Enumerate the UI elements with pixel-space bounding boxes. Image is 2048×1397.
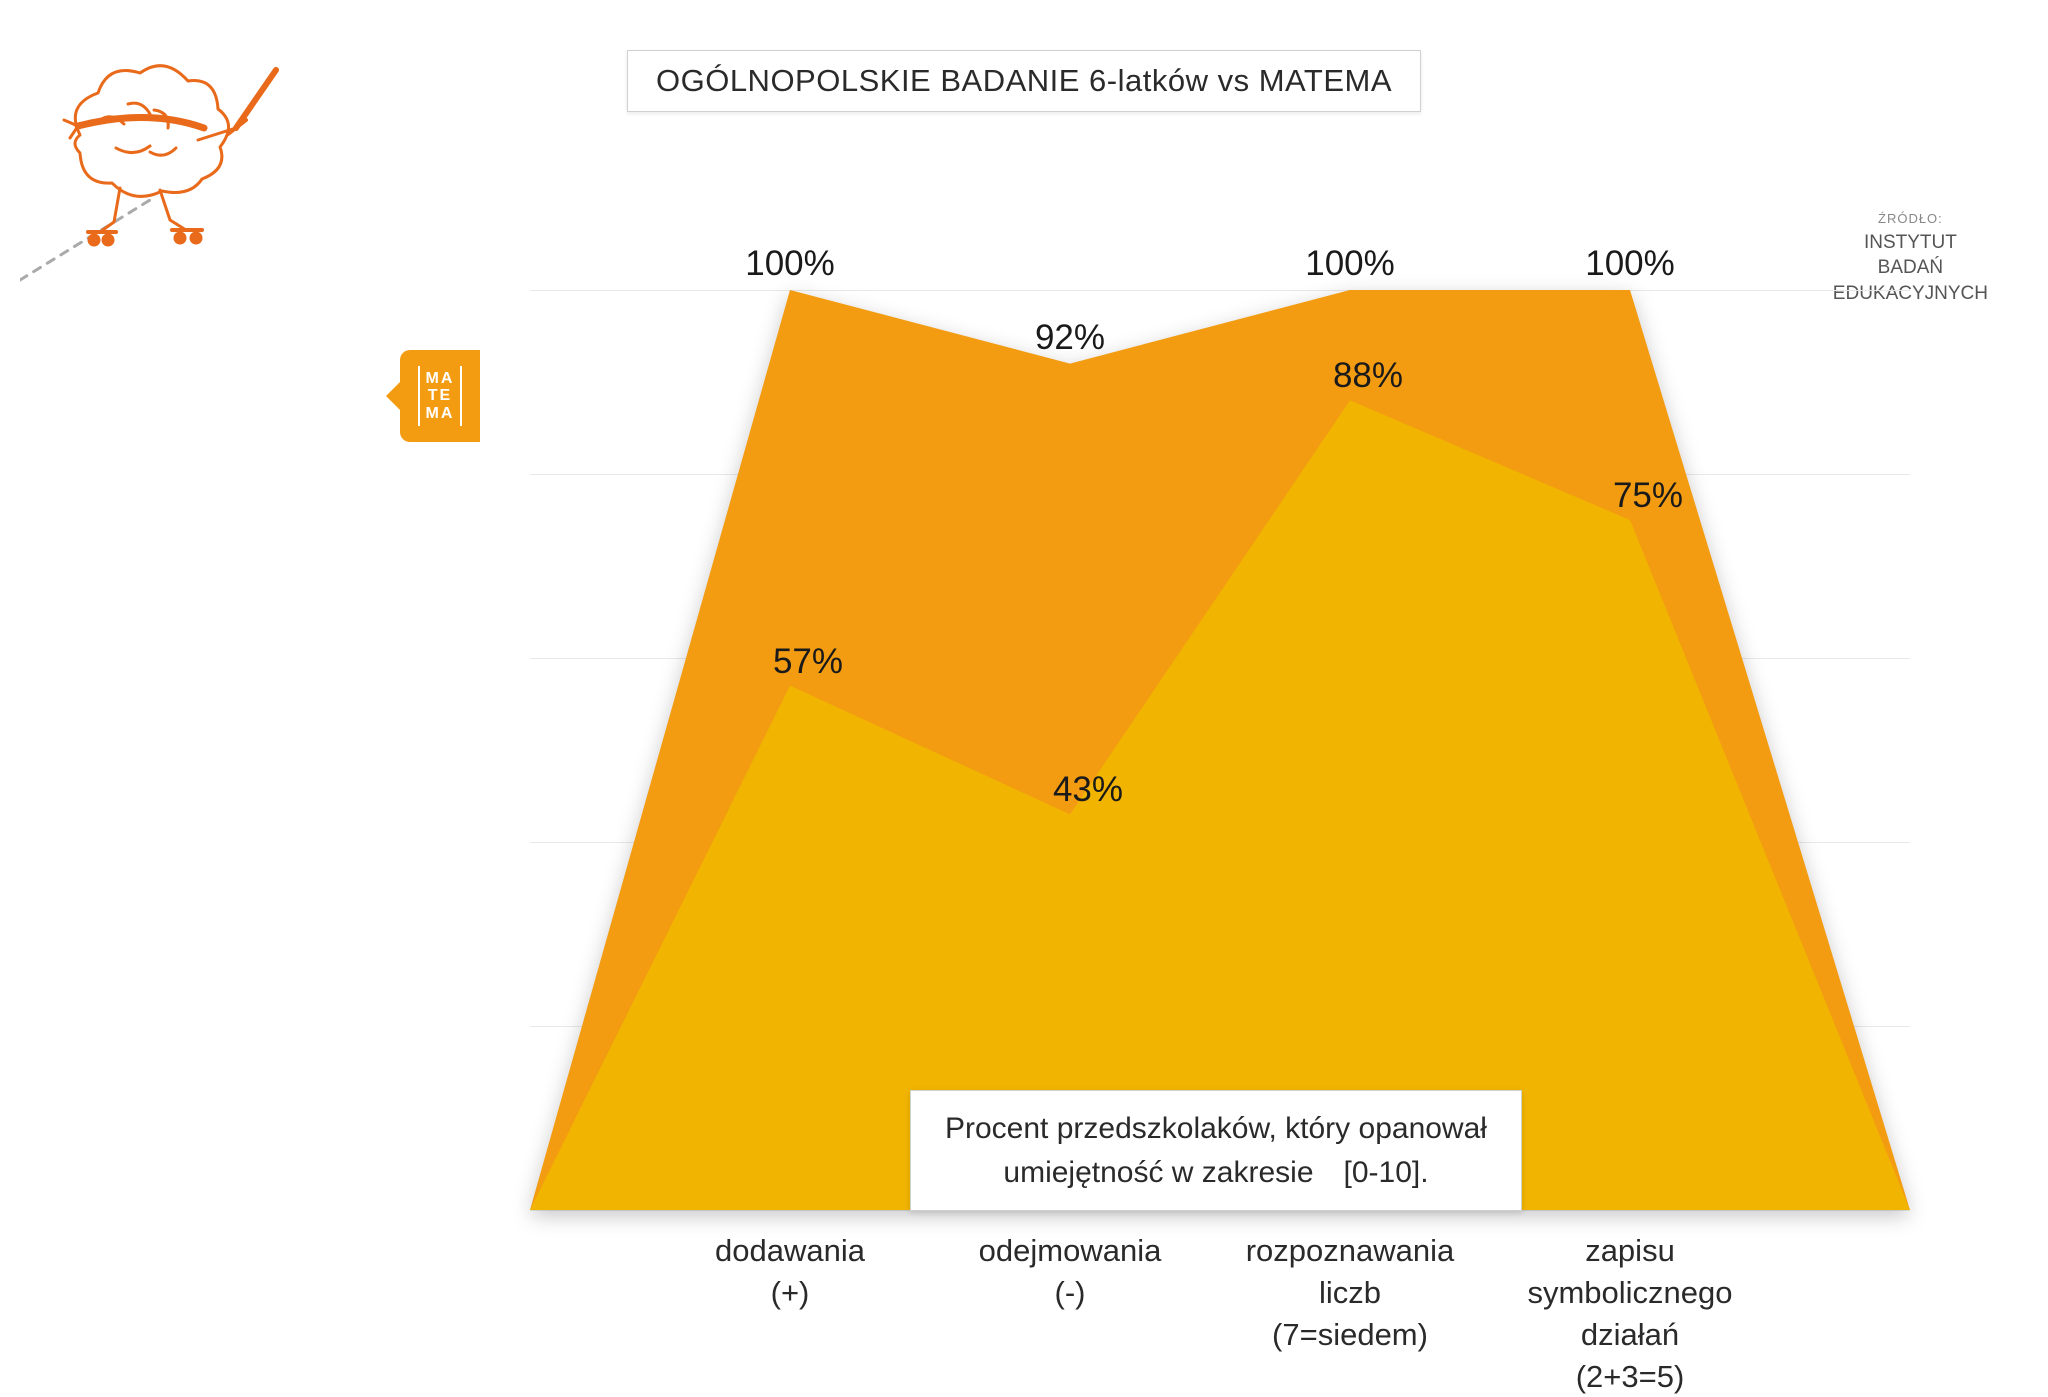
brain-mascot-icon	[20, 40, 280, 300]
value-label: 100%	[745, 244, 835, 284]
x-axis-label: rozpoznawanialiczb(7=siedem)	[1246, 1230, 1455, 1356]
value-label: 88%	[1333, 356, 1403, 396]
matema-badge: MATEMA	[400, 350, 480, 442]
x-axis-label: zapisusymbolicznegodziałań(2+3=5)	[1527, 1230, 1732, 1397]
value-label: 100%	[1585, 244, 1675, 284]
value-label: 75%	[1613, 476, 1683, 516]
chart-title: OGÓLNOPOLSKIE BADANIE 6-latków vs MATEMA	[627, 50, 1421, 112]
x-axis-label: odejmowania(-)	[979, 1230, 1162, 1314]
value-label: 100%	[1305, 244, 1395, 284]
area-chart: MATEMA 100%92%100%100%57%43%88%75% Proce…	[530, 290, 1910, 1210]
value-label: 92%	[1035, 318, 1105, 358]
source-label: ŹRÓDŁO:	[1833, 210, 1988, 228]
value-label: 57%	[773, 642, 843, 682]
value-label: 43%	[1053, 770, 1123, 810]
chart-description: Procent przedszkolaków, który opanował u…	[910, 1090, 1522, 1211]
x-axis-label: dodawania(+)	[715, 1230, 865, 1314]
